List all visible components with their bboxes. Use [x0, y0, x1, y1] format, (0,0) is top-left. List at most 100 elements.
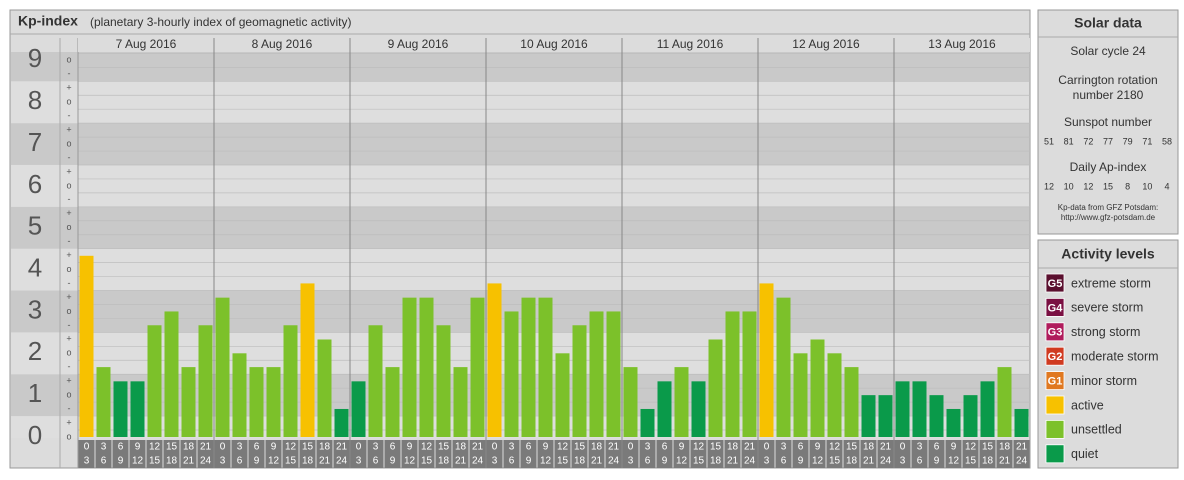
- hour-box: [758, 440, 775, 468]
- hour-label: 9: [543, 442, 549, 453]
- hour-label: 6: [798, 442, 804, 453]
- bar: [283, 325, 298, 437]
- hour-label: 6: [781, 456, 787, 467]
- bar: [453, 367, 468, 437]
- day-label: 7 Aug 2016: [116, 37, 177, 51]
- hour-label: 6: [101, 456, 107, 467]
- hour-label: 9: [118, 456, 124, 467]
- level-badge: G1: [1048, 376, 1063, 388]
- hour-label: 21: [1016, 442, 1028, 453]
- hour-box: [945, 440, 962, 468]
- ap-value: 8: [1125, 181, 1130, 191]
- hour-label: 21: [455, 456, 467, 467]
- bar: [232, 353, 247, 437]
- sublevel-label: o: [66, 390, 71, 400]
- sublevel-label: +: [66, 250, 71, 260]
- hour-label: 21: [727, 456, 739, 467]
- level-band: [11, 332, 1029, 375]
- bar: [657, 381, 672, 437]
- hour-label: 12: [676, 456, 688, 467]
- hour-box: [894, 440, 911, 468]
- source: http://www.gfz-potsdam.de: [1061, 213, 1156, 222]
- hour-label: 9: [815, 442, 821, 453]
- hour-label: 9: [798, 456, 804, 467]
- ap-value: 15: [1103, 181, 1113, 191]
- sublevel-label: o: [66, 180, 71, 190]
- hour-label: 21: [336, 442, 348, 453]
- sublevel-label: -: [68, 111, 71, 121]
- level-badge: G5: [1048, 278, 1063, 290]
- hour-label: 3: [101, 442, 107, 453]
- hour-box: [792, 440, 809, 468]
- y-tick-label: 4: [28, 252, 42, 282]
- level-band: [11, 248, 1029, 291]
- level-band: [11, 81, 1029, 124]
- y-tick-label: 8: [28, 85, 42, 115]
- hour-label: 0: [764, 442, 770, 453]
- y-tick-label: 3: [28, 294, 42, 324]
- hour-label: 3: [492, 456, 498, 467]
- hour-box: [826, 440, 843, 468]
- hour-box: [231, 440, 248, 468]
- bar: [164, 311, 179, 437]
- level-band: [11, 416, 1029, 438]
- sublevel-label: o: [66, 264, 71, 274]
- hour-box: [435, 440, 452, 468]
- hour-label: 18: [710, 456, 722, 467]
- bar: [946, 408, 961, 437]
- hour-box: [996, 440, 1013, 468]
- ap-value: 12: [1083, 181, 1093, 191]
- hour-label: 0: [84, 442, 90, 453]
- sunspot-value: 58: [1162, 136, 1172, 146]
- hour-box: [860, 440, 877, 468]
- bar: [300, 283, 315, 437]
- hour-label: 15: [574, 442, 586, 453]
- hour-box: [163, 440, 180, 468]
- sublevel-label: -: [68, 362, 71, 372]
- bar: [351, 381, 366, 437]
- hour-box: [129, 440, 146, 468]
- hour-label: 3: [900, 456, 906, 467]
- bar: [130, 381, 145, 437]
- level-swatch: [1045, 419, 1065, 439]
- hour-label: 9: [135, 442, 141, 453]
- hour-label: 3: [220, 456, 226, 467]
- hour-label: 3: [645, 442, 651, 453]
- sublevel-label: o: [66, 348, 71, 358]
- sublevel-label: +: [66, 166, 71, 176]
- level-swatch: [1045, 444, 1065, 464]
- hour-box: [979, 440, 996, 468]
- bar: [249, 367, 264, 437]
- sublevel-label: +: [66, 292, 71, 302]
- hour-label: 6: [390, 442, 396, 453]
- bar: [980, 381, 995, 437]
- ap-value: 10: [1064, 181, 1074, 191]
- hour-label: 9: [254, 456, 260, 467]
- bar: [810, 339, 825, 437]
- sublevel-label: +: [66, 208, 71, 218]
- sublevel-label: -: [68, 236, 71, 246]
- bar: [861, 395, 876, 437]
- hour-box: [622, 440, 639, 468]
- day-label: 11 Aug 2016: [657, 37, 724, 51]
- hour-box: [316, 440, 333, 468]
- hour-label: 12: [404, 456, 416, 467]
- hour-label: 15: [421, 456, 433, 467]
- hour-label: 24: [608, 456, 620, 467]
- level-label: minor storm: [1071, 374, 1137, 388]
- hour-label: 12: [812, 456, 824, 467]
- hour-box: [809, 440, 826, 468]
- hour-label: 12: [285, 442, 297, 453]
- hour-box: [673, 440, 690, 468]
- hour-box: [214, 440, 231, 468]
- hour-label: 15: [285, 456, 297, 467]
- y-tick-label: 9: [28, 43, 42, 73]
- bar: [742, 311, 757, 437]
- hour-label: 3: [917, 442, 923, 453]
- y-tick-label: 1: [28, 378, 42, 408]
- hour-label: 3: [356, 456, 362, 467]
- hour-box: [877, 440, 894, 468]
- sublevel-label: o: [66, 97, 71, 107]
- hour-label: 15: [982, 442, 994, 453]
- hour-label: 0: [628, 442, 634, 453]
